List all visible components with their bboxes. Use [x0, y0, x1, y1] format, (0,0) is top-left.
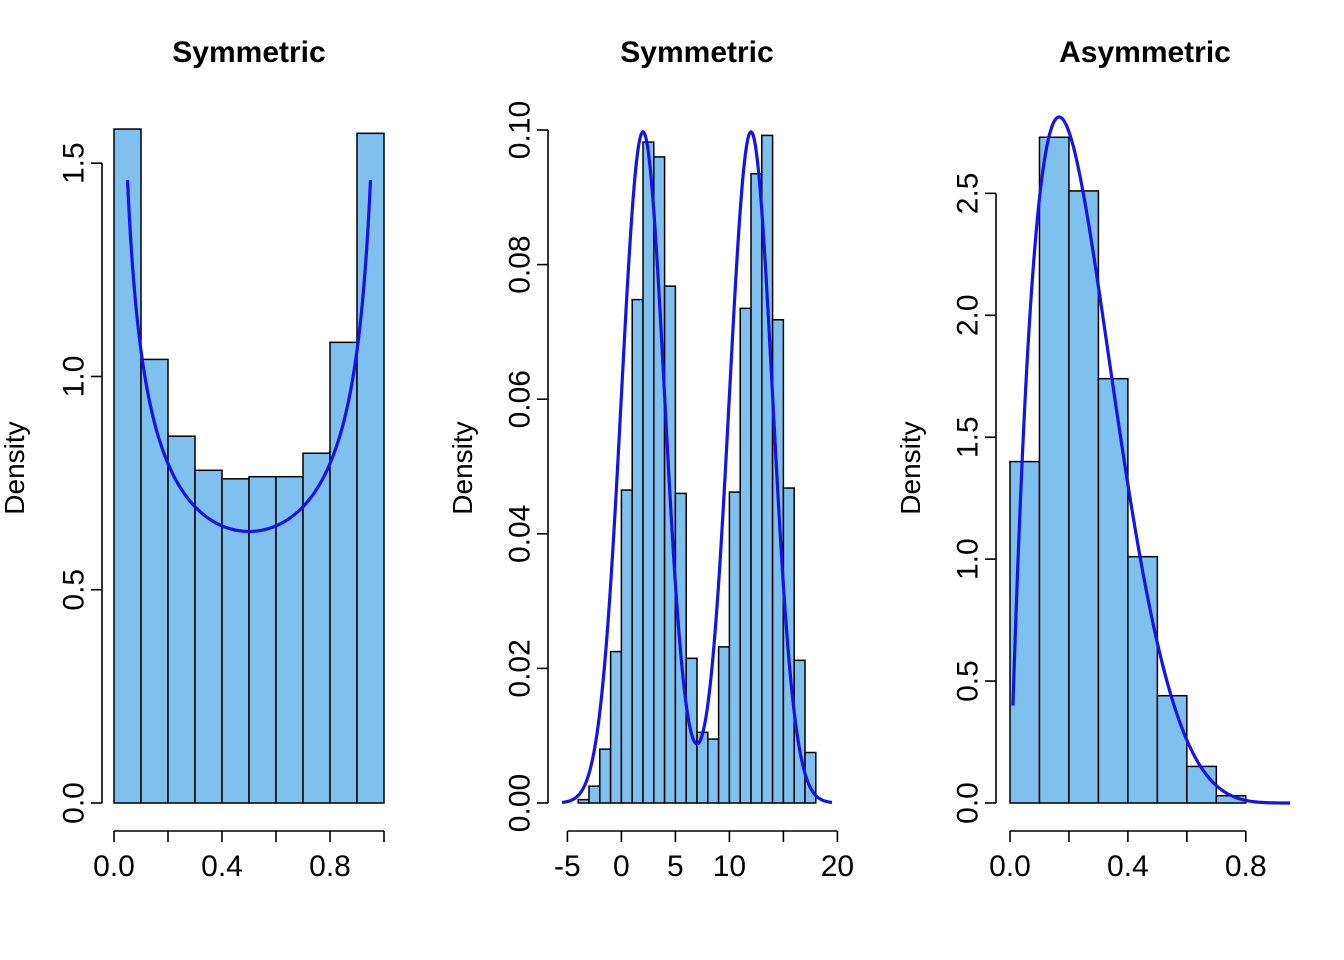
y-axis: 0.0 0.5 1.0 1.5 — [58, 142, 103, 824]
histogram-bar — [356, 132, 385, 804]
x-tick-label: 0.8 — [309, 850, 351, 883]
y-axis-label: Density — [895, 421, 926, 514]
histogram-bar — [707, 738, 720, 804]
x-axis: -5 0 5 10 20 — [554, 830, 854, 883]
histogram-bar — [1156, 694, 1188, 804]
histogram-bar — [329, 341, 358, 804]
histogram-bar — [631, 298, 644, 804]
chart-title: Symmetric — [172, 36, 325, 69]
histogram-bar — [793, 659, 806, 804]
histogram-bar — [248, 475, 277, 804]
y-tick-label: 0.0 — [952, 782, 985, 824]
y-tick-label: 2.0 — [952, 294, 985, 336]
panel-symmetric-bimodal: Symmetric Density -5 0 5 10 20 0.00 0.02 0.04 0.06… — [447, 36, 854, 883]
histogram-bar — [113, 128, 142, 804]
x-tick-label: -5 — [554, 850, 581, 883]
histogram-bar — [1097, 377, 1129, 804]
histogram-bar — [194, 469, 223, 804]
y-tick-label: 2.5 — [952, 172, 985, 214]
bars — [1009, 136, 1247, 804]
histogram-bar — [728, 491, 741, 804]
y-axis: 0.00 0.02 0.04 0.06 0.08 0.10 — [504, 101, 549, 832]
histogram-bar — [302, 452, 331, 804]
y-tick-label: 0.00 — [504, 774, 537, 832]
histogram-bar — [140, 358, 169, 804]
histogram-bar — [1127, 555, 1159, 804]
histogram-bar — [642, 141, 655, 804]
y-tick-label: 1.0 — [58, 356, 91, 398]
histogram-bar — [599, 748, 612, 804]
y-tick-label: 0.04 — [504, 505, 537, 563]
x-tick-label: 0.0 — [989, 850, 1031, 883]
chart-title: Asymmetric — [1059, 36, 1231, 69]
y-tick-label: 0.5 — [952, 660, 985, 702]
histogram-bar — [1038, 136, 1070, 804]
y-tick-label: 1.5 — [58, 142, 91, 184]
y-tick-label: 0.5 — [58, 569, 91, 611]
histogram-bar — [167, 435, 196, 804]
histogram-bar — [1186, 765, 1218, 804]
y-tick-label: 0.0 — [58, 782, 91, 824]
y-tick-label: 0.10 — [504, 101, 537, 159]
y-tick-label: 1.0 — [952, 538, 985, 580]
x-tick-label: 0.0 — [93, 850, 135, 883]
x-axis: 0.0 0.4 0.8 — [93, 830, 385, 883]
histogram-bar — [1068, 190, 1100, 804]
y-tick-label: 0.02 — [504, 639, 537, 697]
y-tick-label: 0.08 — [504, 235, 537, 293]
histogram-bar — [275, 475, 304, 804]
x-tick-label: 20 — [821, 850, 854, 883]
histogram-bar — [609, 650, 623, 804]
density-curve — [125, 179, 373, 534]
y-tick-label: 0.06 — [504, 370, 537, 428]
histogram-bar — [717, 646, 731, 804]
panel-symmetric-u: Symmetric Density 0.0 0.4 0.8 0.0 0.5 1.0 1.5 — [0, 36, 385, 883]
x-tick-label: 5 — [667, 850, 684, 883]
x-axis: 0.0 0.4 0.8 — [989, 830, 1267, 883]
x-tick-label: 0.4 — [201, 850, 243, 883]
histogram-bar — [750, 172, 763, 804]
density-curve — [561, 130, 833, 804]
y-axis-label: Density — [0, 421, 30, 514]
y-axis-label: Density — [447, 421, 478, 514]
histogram-bar — [577, 798, 590, 804]
histogram-bar — [588, 785, 601, 804]
y-tick-label: 1.5 — [952, 416, 985, 458]
x-tick-label: 10 — [713, 850, 746, 883]
histogram-bar — [739, 307, 752, 804]
x-tick-label: 0 — [613, 850, 630, 883]
y-axis: 0.0 0.5 1.0 1.5 2.0 2.5 — [952, 172, 997, 824]
x-tick-label: 0.4 — [1107, 850, 1149, 883]
x-tick-label: 0.8 — [1225, 850, 1267, 883]
chart-title: Symmetric — [620, 36, 773, 69]
histogram-bar — [620, 489, 633, 804]
density-curve — [1011, 115, 1291, 805]
panel-asymmetric: Asymmetric Density 0.0 0.4 0.8 0.0 0.5 1.0 1.5 2.… — [895, 36, 1291, 883]
